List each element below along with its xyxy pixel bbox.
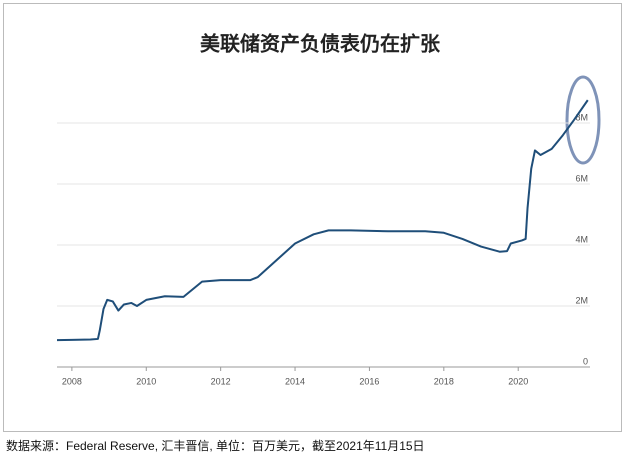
x-tick-label: 2012: [211, 376, 231, 386]
highlight-ellipse: [565, 75, 601, 165]
chart-title: 美联储资产负债表仍在扩张: [200, 31, 441, 55]
y-tick-label: 2M: [575, 295, 588, 305]
data-line: [56, 99, 589, 342]
y-tick-label: 8M: [575, 112, 588, 122]
x-tick-label: 2008: [62, 376, 82, 386]
x-tick-label: 2018: [434, 376, 454, 386]
x-tick-label: 2014: [285, 376, 305, 386]
x-tick-label: 2020: [508, 376, 528, 386]
x-tick-label: 2016: [359, 376, 379, 386]
y-tick-label: 6M: [575, 173, 588, 183]
x-tick-label: 2010: [136, 376, 156, 386]
chart-frame: [3, 3, 622, 432]
footnote: 数据来源：Federal Reserve, 汇丰晋信, 单位：百万美元，截至20…: [6, 438, 425, 453]
y-tick-label: 0: [583, 356, 588, 366]
y-tick-label: 4M: [575, 234, 588, 244]
